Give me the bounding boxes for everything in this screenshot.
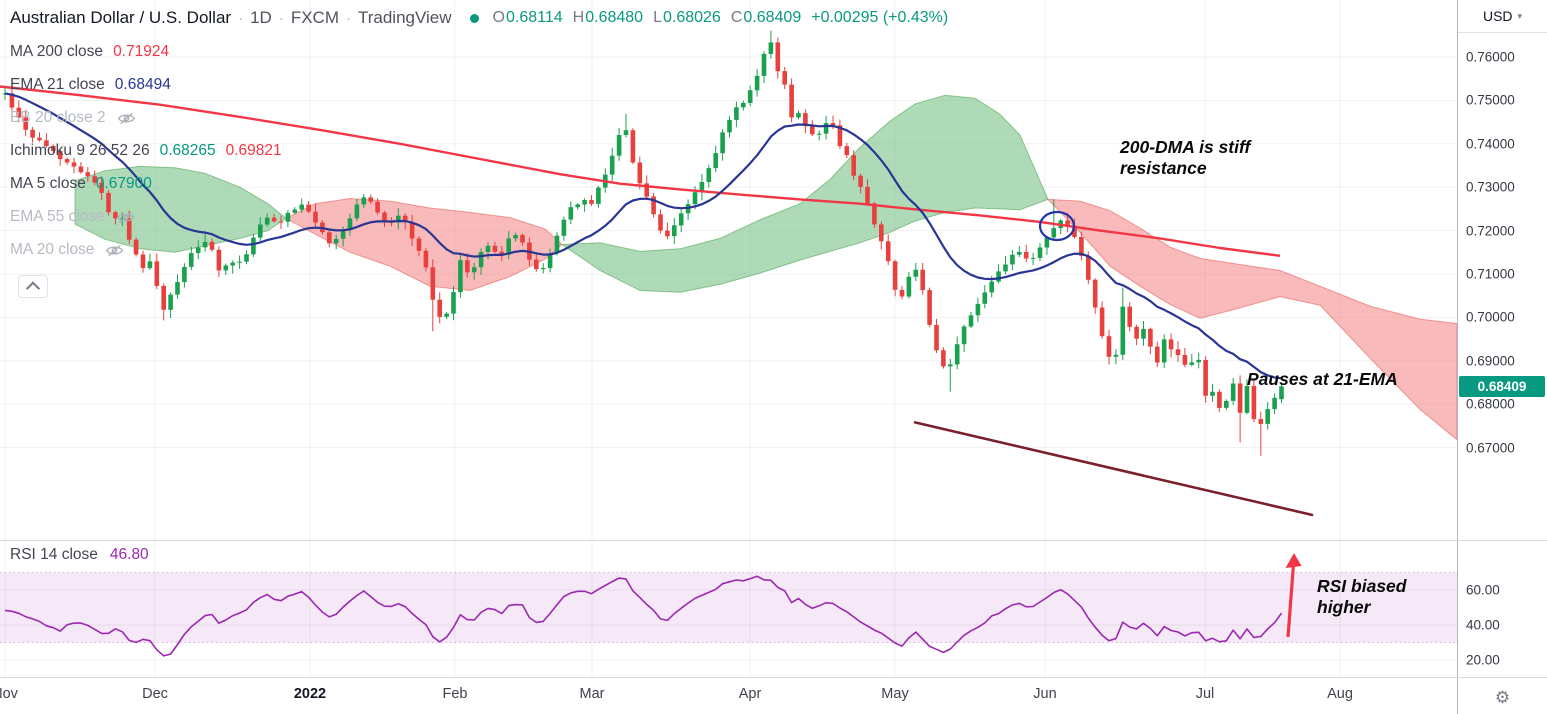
- price-axis-label: 0.73000: [1466, 179, 1515, 195]
- indicator-legend-row[interactable]: MA 20 close: [10, 233, 948, 266]
- price-axis-label: 0.72000: [1466, 223, 1515, 239]
- time-axis-label: Aug: [1327, 686, 1353, 702]
- indicator-name: BB 20 close 2: [10, 108, 106, 126]
- descending-trendline: [913, 421, 1314, 517]
- chart-legend: Australian Dollar / U.S. Dollar · 1D · FXCM ·…: [10, 8, 948, 298]
- indicator-value: 0.68494: [114, 75, 171, 93]
- price-axis-label: 0.76000: [1466, 49, 1515, 65]
- indicator-value: 0.67900: [95, 174, 152, 192]
- rsi-legend: RSI 14 close 46.80: [10, 546, 149, 564]
- main-pane[interactable]: [0, 30, 1457, 517]
- chevron-down-icon: ▾: [1517, 10, 1523, 21]
- time-axis-label: Apr: [738, 686, 762, 702]
- market-status-dot[interactable]: [469, 13, 479, 23]
- time-axis[interactable]: Nov Dec 2022 Feb Mar Apr May Jun Jul Aug: [0, 677, 1457, 714]
- symbol-name[interactable]: Australian Dollar / U.S. Dollar: [10, 8, 232, 27]
- rsi-arrow: [1286, 563, 1296, 638]
- ema21-line: [4, 92, 1282, 380]
- price-axis-label: 0.74000: [1466, 136, 1515, 152]
- title-separator: ·: [238, 9, 244, 27]
- title-meta[interactable]: TradingView: [357, 8, 452, 27]
- indicator-value: 0.69821: [225, 141, 282, 159]
- current-price-badge: 0.68409: [1459, 375, 1545, 397]
- time-axis-label: Jul: [1195, 686, 1215, 702]
- indicator-legend-row[interactable]: EMA 21 close 0.68494: [10, 68, 948, 101]
- rsi-band: [0, 572, 1457, 643]
- price-axis-label: 0.68000: [1466, 396, 1515, 412]
- price-axis-currency-dropdown[interactable]: USD ▾: [1458, 0, 1547, 33]
- indicator-legend-row[interactable]: EMA 55 close: [10, 200, 948, 233]
- price-axis-label: 0.75000: [1466, 92, 1515, 108]
- title-meta[interactable]: FXCM: [290, 8, 339, 27]
- rsi-axis-label: 40.00: [1466, 617, 1500, 633]
- time-axis-label: May: [881, 686, 909, 702]
- indicator-value: 0.71924: [113, 42, 170, 60]
- legend-collapse-button[interactable]: [18, 275, 48, 298]
- indicator-name: MA 200 close: [10, 42, 104, 60]
- price-axis-label: 0.69000: [1466, 353, 1515, 369]
- annotation-rsi-biased-higher[interactable]: RSI biased higher: [1317, 576, 1407, 617]
- time-axis-label: 2022: [293, 686, 327, 702]
- eye-off-icon[interactable]: [117, 112, 136, 125]
- ohlc-values: O0.68114 H0.68480 L0.68026 C0.68409 +0.00295…: [492, 9, 949, 26]
- chevron-up-icon: [25, 280, 41, 295]
- indicator-name: EMA 21 close: [10, 75, 105, 93]
- title-separator: ·: [278, 9, 284, 27]
- ichimoku-cloud: [1046, 198, 1457, 441]
- currency-label: USD: [1482, 8, 1513, 24]
- settings-gear-icon[interactable]: ⚙: [1494, 688, 1511, 708]
- rsi-pane[interactable]: [0, 553, 1457, 657]
- indicator-name: MA 5 close: [10, 174, 86, 192]
- pane-separator[interactable]: [0, 540, 1547, 541]
- indicator-name: Ichimoku 9 26 52 26: [10, 141, 150, 159]
- time-axis-label: Mar: [579, 686, 605, 702]
- annotation-200dma-resistance[interactable]: 200-DMA is stiff resistance: [1120, 137, 1251, 178]
- time-axis-label: Dec: [142, 686, 168, 702]
- eye-off-icon[interactable]: [105, 244, 124, 257]
- indicator-name: EMA 55 close: [10, 207, 105, 225]
- symbol-title-row: Australian Dollar / U.S. Dollar · 1D · FXCM ·…: [10, 8, 948, 28]
- rsi-axis-label: 20.00: [1466, 652, 1500, 668]
- price-change: +0.00295 (+0.43%): [811, 9, 949, 26]
- time-axis-label: Feb: [442, 686, 468, 702]
- indicator-value: 0.68265: [159, 141, 216, 159]
- rsi-arrow-head: [1285, 553, 1302, 568]
- ma200-line: [0, 85, 1281, 257]
- indicator-name: MA 20 close: [10, 240, 95, 258]
- time-axis-label: Nov: [0, 686, 18, 702]
- price-axis-label: 0.71000: [1466, 266, 1515, 282]
- title-meta[interactable]: 1D: [250, 8, 272, 27]
- rsi-axis-label: 60.00: [1466, 582, 1500, 598]
- price-axis-label: 0.67000: [1466, 440, 1515, 456]
- rsi-indicator-value: 46.80: [109, 546, 149, 563]
- time-axis-separator: [0, 677, 1547, 678]
- highlight-circle[interactable]: [1038, 210, 1076, 242]
- indicator-legend-row[interactable]: MA 5 close 0.67900: [10, 167, 948, 200]
- rsi-indicator-name[interactable]: RSI 14 close: [10, 546, 98, 563]
- candles-layer: [2, 30, 1284, 456]
- time-axis-label: Jun: [1033, 686, 1057, 702]
- grid-lines: [0, 0, 1457, 677]
- eye-off-icon[interactable]: [116, 211, 135, 224]
- annotation-pauses-21ema[interactable]: Pauses at 21-EMA: [1247, 369, 1398, 389]
- title-separator: ·: [345, 9, 351, 27]
- price-axis-label: 0.70000: [1466, 309, 1515, 325]
- indicator-legend: MA 200 close 0.71924 EMA 21 close 0.68494 BB…: [10, 35, 948, 266]
- indicator-legend-row[interactable]: MA 200 close 0.71924: [10, 35, 948, 68]
- rsi-line: [4, 575, 1283, 657]
- indicator-legend-row[interactable]: Ichimoku 9 26 52 26 0.68265 0.69821: [10, 134, 948, 167]
- indicator-legend-row[interactable]: BB 20 close 2: [10, 101, 948, 134]
- price-axis[interactable]: USD ▾ 0.68409 ⚙ 0.76000 0.75000 0.74000 0.7…: [1457, 0, 1547, 714]
